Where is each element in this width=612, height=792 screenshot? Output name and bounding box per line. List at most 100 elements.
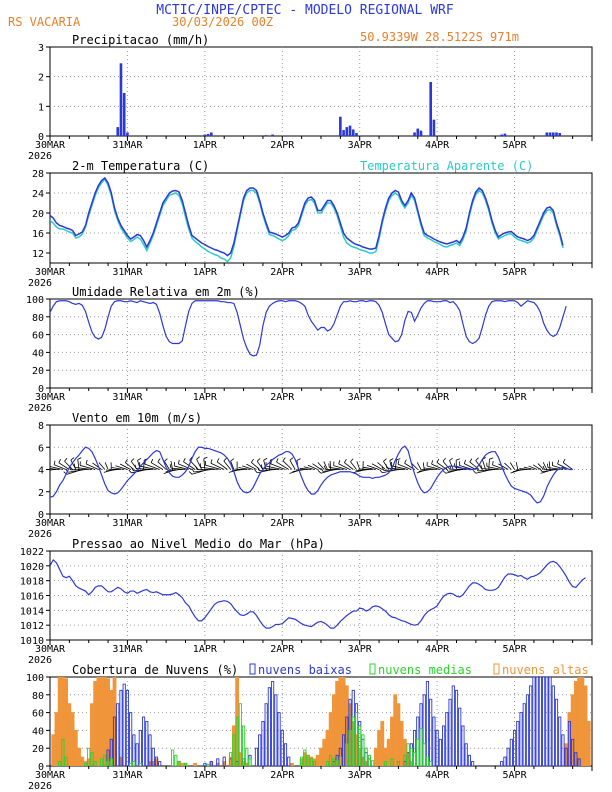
cloud-bar-medium [416,738,420,766]
precip-bar [413,132,416,136]
wind-barb [178,463,193,470]
y-tick-label: 1010 [20,636,44,647]
series-line-pressure [50,558,586,629]
cloud-bar-medium [174,754,178,766]
wind-barb [230,460,235,470]
cloud-bar-low [425,681,430,766]
cloud-bar-low [203,762,207,766]
cloud-bar-low [209,761,213,766]
cloud-bar-low [538,677,542,766]
x-tick-label: 3APR [348,644,373,655]
panel-temp: 12 16 20 24 28 30MAR 31MAR 1APR 2APR 3APR 4APR 5APR… [28,159,593,289]
wind-barb [50,468,60,470]
cloud-bar-medium [61,738,65,766]
wind-barb [519,468,531,470]
wind-barb [486,466,502,470]
cloud-bar-low [467,754,471,766]
y-tick-label: 20 [32,744,44,755]
legend-swatch-1 [369,663,376,675]
wind-barb [119,463,131,470]
cloud-bar-low [567,721,571,766]
cloud-bar-medium [171,749,175,766]
cloud-bar-high [332,694,336,766]
wind-barb [422,462,425,470]
cloud-bar-medium [241,725,246,766]
precip-bar [342,130,345,136]
cloud-bar-low [154,756,159,766]
cloud-bar-low [577,758,581,766]
cloud-bar-low [342,734,346,766]
cloud-bar-medium [429,761,433,766]
cloud-bar-low [503,756,507,766]
cloud-bar-medium [403,754,407,766]
wind-barb [449,460,454,470]
cloud-bar-high [96,677,101,766]
wind-barb [266,465,283,470]
cloud-bar-low [141,716,146,766]
y-tick-label: 1018 [20,577,44,588]
wind-barb-feather [328,463,330,468]
wind-barb [426,465,441,470]
y-tick-label: 3 [38,43,44,54]
wind-barb-feather [256,458,261,462]
wind-barb [242,465,254,470]
y-tick-label: 100 [26,673,44,684]
wind-barb-feather [210,459,213,464]
precip-bar [500,134,503,136]
wind-barb [528,465,538,470]
wind-barb [498,463,509,470]
x-tick-label: 31MAR [112,518,143,529]
cloud-bar-high [290,762,294,766]
cloud-bar-low [509,738,513,766]
cloud-bar-medium [129,762,133,766]
wind-barb [488,459,490,470]
wind-barb [299,467,312,470]
x-tick-label: 5APR [503,392,528,403]
cloud-bar-medium [235,716,239,766]
cloud-bar-low [438,738,442,766]
x-year-label: 2026 [28,781,52,792]
wind-barb [210,462,225,470]
cloud-bar-medium [332,758,336,766]
wind-barb-feather [350,458,354,462]
y-tick-label: 1016 [20,592,44,603]
wind-barb-feather [203,456,208,460]
cloud-bar-low [506,747,510,766]
wind-barb-feather [442,457,446,462]
wind-barb [552,465,567,470]
wind-barb-feather [130,458,135,462]
wind-barb [548,461,551,470]
cloud-bar-medium [106,761,110,766]
wind-barb [238,467,251,470]
precip-bar [339,116,342,136]
wind-barb-feather [257,466,260,471]
cloud-bar-medium [364,747,368,766]
wind-barb-feather [137,457,142,461]
wind-barb [338,463,351,470]
wind-barb-feather [254,469,258,474]
precip-bar [126,132,129,136]
wind-barb-feather [183,458,186,462]
precip-bar [545,132,549,136]
wind-barb [98,462,106,470]
cloud-bar-medium [132,761,136,766]
x-year-label: 2026 [28,529,52,540]
wind-barb [80,465,96,470]
x-year-label: 2026 [28,403,52,414]
x-tick-label: 31MAR [112,644,143,655]
wind-barb-feather [216,458,220,462]
wind-barb-feather [196,456,200,460]
cloud-bar-high [54,712,59,766]
legend-swatch-0 [249,663,256,675]
cloud-bar-medium [87,747,91,766]
panel-title: Pressao ao Nivel Medio do Mar (hPa) [72,537,325,551]
wind-barb [397,463,412,470]
cloud-bar-high [583,685,588,766]
precip-bar [264,135,268,136]
cloud-bar-high [80,756,85,766]
y-tick-label: 2 [38,488,44,499]
plot-area [50,445,573,504]
x-tick-label: 3APR [348,392,373,403]
wind-barb-feather [164,458,168,462]
cloud-bar-low [129,712,133,766]
